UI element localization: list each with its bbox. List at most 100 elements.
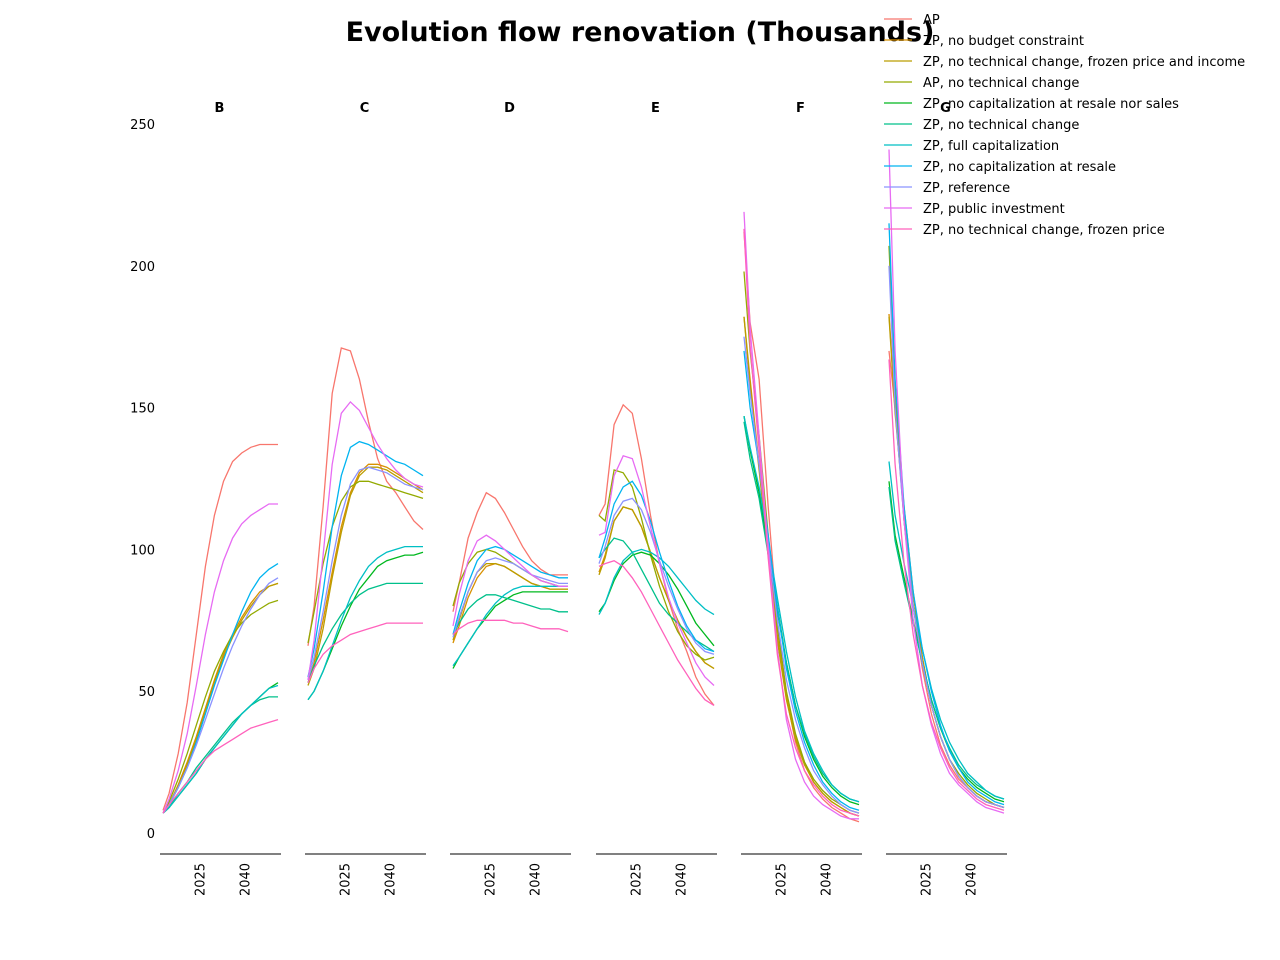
legend-label: ZP, no capitalization at resale nor sale… (923, 97, 1179, 112)
series-line-6 (452, 594, 568, 635)
legend-item: ZP, full capitalization (884, 139, 1059, 154)
y-axis: 0 50 100 150 200 250 (130, 118, 155, 842)
y-tick-label: 200 (130, 260, 155, 275)
chart-title: Evolution flow renovation (Thousands) (346, 17, 935, 48)
y-tick-label: 0 (147, 827, 155, 842)
series-line-3 (307, 466, 424, 686)
series-line-5 (598, 551, 715, 647)
panel-g: G 2025 2040 (886, 101, 1007, 896)
y-tick-label: 100 (130, 543, 155, 558)
series-line-9 (452, 557, 568, 638)
series-line-6 (307, 582, 423, 683)
x-tick-label: 2025 (193, 863, 208, 896)
series-line-11 (452, 619, 569, 635)
series-line-11 (307, 622, 423, 683)
series-line-5 (452, 591, 568, 669)
series-line-8 (888, 223, 1005, 806)
legend-label: ZP, full capitalization (923, 139, 1059, 154)
legend: AP ZP, no budget constraint ZP, no technic… (884, 13, 1245, 238)
legend-item: ZP, no capitalization at resale (884, 160, 1116, 175)
series-line-9 (888, 265, 1005, 809)
panel-title: E (651, 101, 660, 116)
series-line-6 (598, 537, 715, 653)
series-line-8 (162, 563, 279, 814)
series-line-2 (162, 582, 279, 814)
series-line-11 (162, 718, 279, 814)
legend-label: ZP, no capitalization at resale (923, 160, 1116, 175)
legend-label: ZP, no technical change (923, 118, 1079, 133)
series-line-1 (743, 231, 860, 823)
panel-title: C (360, 101, 370, 116)
panel-title: F (796, 101, 805, 116)
series-line-8 (598, 480, 715, 653)
legend-label: AP (923, 13, 940, 28)
x-tick-label: 2025 (629, 863, 644, 896)
series-line-4 (307, 480, 424, 644)
series-line-1 (162, 443, 278, 811)
series-line-6 (162, 696, 278, 814)
series-line-7 (888, 461, 1005, 800)
series-line-11 (888, 359, 1005, 811)
y-tick-label: 150 (130, 402, 155, 417)
series-line-10 (888, 149, 1005, 814)
panel-d: D 2025 2040 (450, 101, 571, 896)
series-line-4 (162, 599, 279, 814)
y-tick-label: 50 (138, 685, 155, 700)
series-line-10 (743, 211, 859, 820)
series-line-4 (598, 469, 715, 661)
series-line-8 (307, 440, 424, 678)
series-line-9 (307, 466, 424, 681)
series-line-10 (598, 455, 715, 686)
x-tick-label: 2040 (965, 863, 980, 896)
series-line-7 (452, 585, 568, 667)
legend-label: ZP, no budget constraint (923, 34, 1084, 49)
x-tick-label: 2025 (919, 863, 934, 896)
panel-b: B 2025 2040 (160, 101, 281, 896)
legend-label: ZP, no technical change, frozen price an… (923, 55, 1245, 70)
legend-item: ZP, no capitalization at resale nor sale… (884, 97, 1179, 112)
series-line-8 (452, 545, 568, 635)
series-line-1 (598, 403, 715, 706)
panel-c: C 2025 2040 (305, 101, 426, 896)
panel-title: G (940, 101, 951, 116)
series-line-3 (598, 506, 715, 670)
series-line-3 (743, 316, 860, 817)
series-line-11 (598, 559, 715, 706)
legend-item: ZP, no technical change, frozen price an… (884, 55, 1245, 70)
series-line-10 (452, 534, 568, 627)
series-line-2 (743, 316, 860, 817)
series-line-10 (162, 503, 278, 814)
legend-item: ZP, no technical change, frozen price (884, 223, 1165, 238)
panel-f: F 2025 2040 (741, 101, 862, 896)
x-tick-label: 2040 (239, 863, 254, 896)
legend-item: ZP, reference (884, 181, 1010, 196)
x-tick-label: 2025 (774, 863, 789, 896)
panel-title: B (215, 101, 225, 116)
y-tick-label: 250 (130, 118, 155, 133)
x-tick-label: 2040 (529, 863, 544, 896)
x-tick-label: 2040 (820, 863, 835, 896)
legend-item: ZP, public investment (884, 202, 1065, 217)
legend-label: ZP, public investment (923, 202, 1065, 217)
legend-item: ZP, no technical change (884, 118, 1079, 133)
legend-label: ZP, no technical change, frozen price (923, 223, 1165, 238)
series-line-10 (307, 400, 424, 680)
legend-item: ZP, no budget constraint (884, 34, 1084, 49)
series-line-9 (743, 336, 860, 814)
chart-panels: B 2025 2040 C 2025 2040 D 2025 2040 E 2025 2040 F 202… (160, 101, 1007, 896)
x-tick-label: 2040 (384, 863, 399, 896)
series-line-8 (743, 350, 860, 811)
legend-item: AP (884, 13, 940, 28)
x-tick-label: 2025 (483, 863, 498, 896)
x-tick-label: 2025 (338, 863, 353, 896)
series-line-7 (743, 415, 860, 803)
legend-label: AP, no technical change (923, 76, 1079, 91)
series-line-7 (162, 684, 279, 814)
series-line-1 (307, 347, 424, 646)
series-line-7 (598, 548, 715, 616)
series-line-7 (307, 545, 423, 701)
series-line-11 (743, 228, 860, 817)
series-line-9 (162, 577, 279, 814)
legend-item: AP, no technical change (884, 76, 1079, 91)
